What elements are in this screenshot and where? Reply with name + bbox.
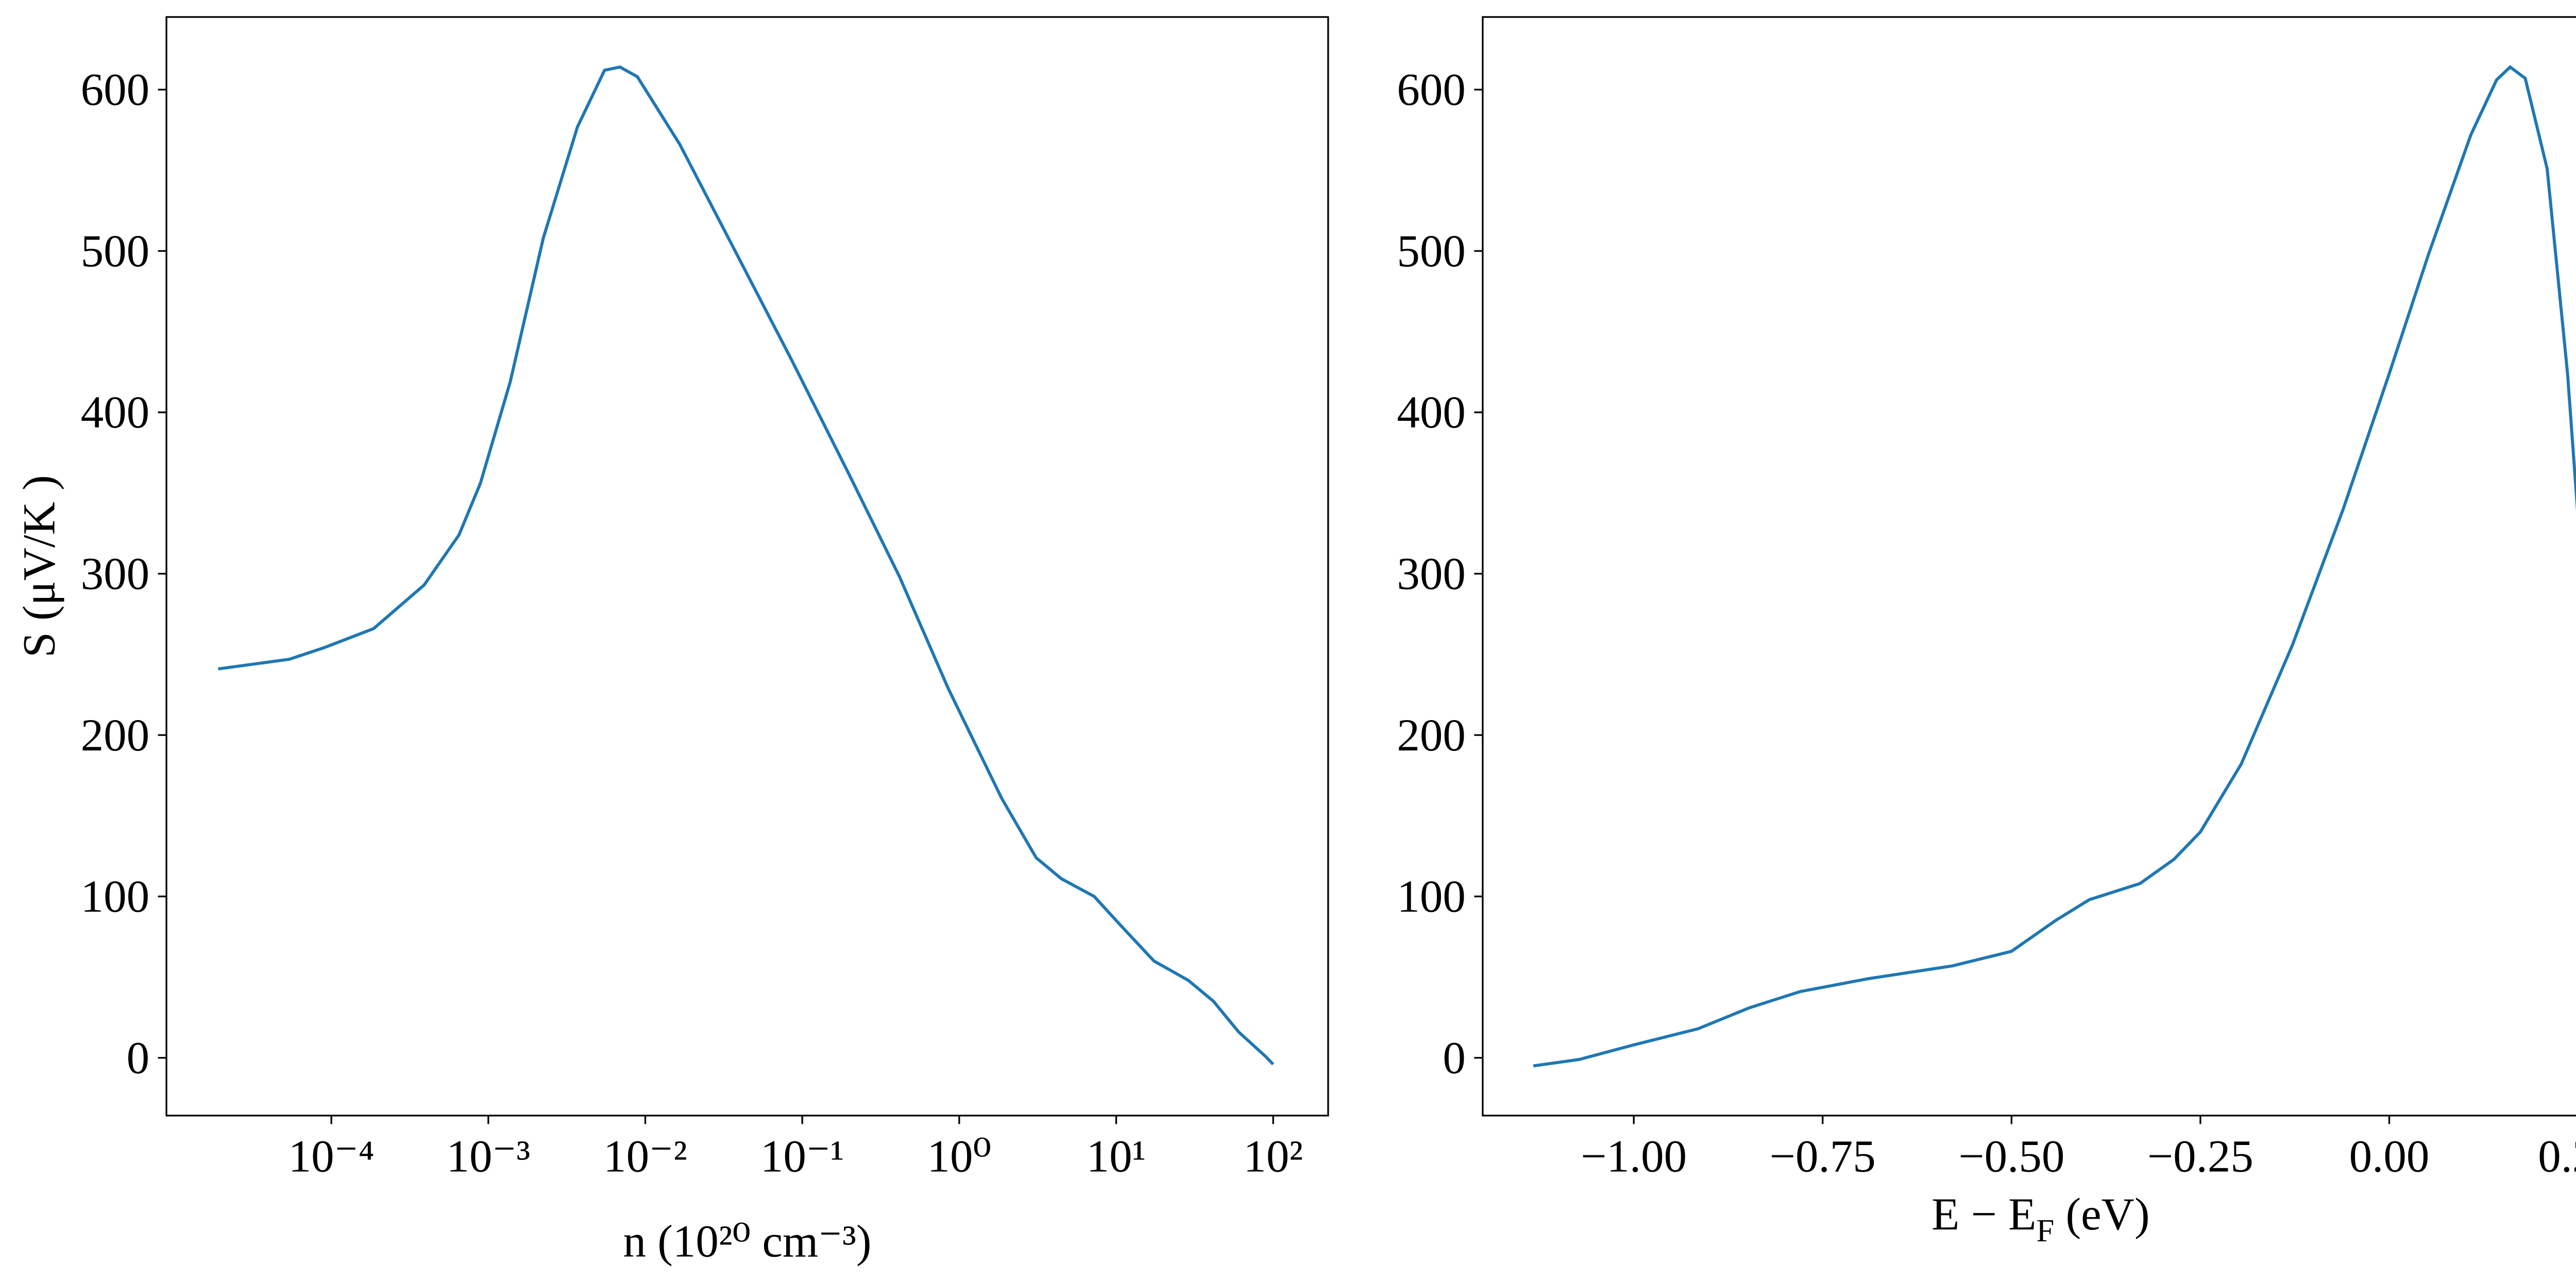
x-axis-label: E − EF (eV) [1931, 1189, 2150, 1249]
y-tick-label: 600 [81, 65, 149, 115]
y-tick-label: 100 [81, 871, 149, 922]
y-tick-label: 300 [81, 549, 149, 600]
y-axis-label: S (μV/K ) [14, 475, 64, 657]
x-tick-label: 10⁻¹ [760, 1132, 844, 1182]
x-axis-label-part: E − E [1931, 1189, 2036, 1240]
plot-frame [165, 16, 1329, 1117]
x-tick-label: 10² [1243, 1132, 1303, 1182]
x-axis-label-part: (eV) [2054, 1189, 2149, 1240]
y-tick-label: 0 [127, 1033, 149, 1083]
data-line [1533, 65, 2576, 1068]
y-tick-label: 400 [1397, 387, 1466, 438]
y-tick-label: 200 [1397, 710, 1466, 761]
x-tick-label: 10⁻³ [446, 1132, 530, 1182]
x-tick-label: 10¹ [1087, 1132, 1146, 1182]
x-tick-label: −0.25 [2147, 1132, 2253, 1182]
x-tick-label: 10⁰ [927, 1132, 992, 1182]
plot-frame [1482, 16, 2576, 1117]
x-tick-label: −0.75 [1770, 1132, 1876, 1182]
y-tick-label: 300 [1397, 549, 1466, 600]
x-axis-label: n (10²⁰ cm⁻³) [623, 1217, 871, 1267]
data-line [218, 65, 1275, 1066]
y-tick-label: 400 [81, 387, 149, 438]
y-tick-label: 500 [81, 226, 149, 277]
x-tick-label: 0.25 [2538, 1132, 2576, 1182]
x-tick-label: 0.00 [2349, 1132, 2430, 1182]
x-axis-label-part: F [2036, 1212, 2054, 1249]
y-tick-label: 600 [1397, 65, 1466, 115]
y-tick-label: 0 [1443, 1033, 1466, 1083]
y-tick-label: 500 [1397, 226, 1466, 277]
y-tick-label: 200 [81, 710, 149, 761]
y-tick-label: 100 [1397, 871, 1466, 922]
x-tick-label: 10⁻² [603, 1132, 687, 1182]
x-tick-label: 10⁻⁴ [289, 1132, 375, 1182]
x-tick-label: −0.50 [1958, 1132, 2064, 1182]
x-tick-label: −1.00 [1581, 1132, 1687, 1182]
